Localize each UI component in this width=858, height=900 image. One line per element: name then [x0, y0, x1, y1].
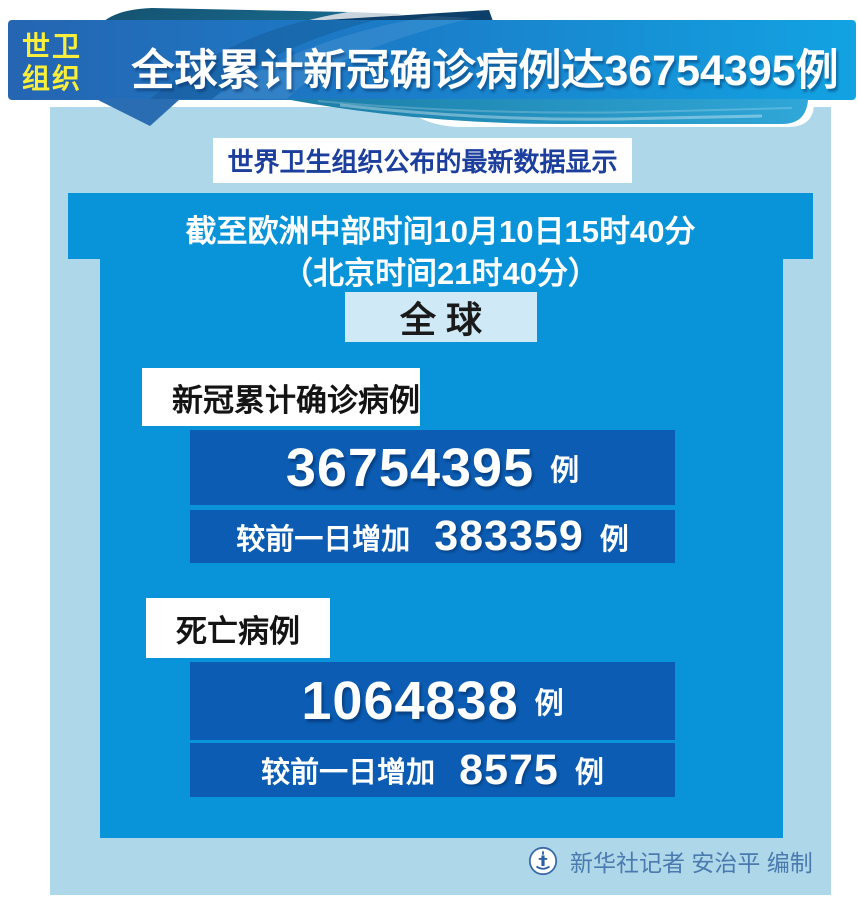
- deaths-total-box: 1064838 例: [190, 662, 675, 740]
- confirmed-daily-prefix: 较前一日增加: [236, 523, 411, 556]
- confirmed-total-value: 36754395: [285, 437, 535, 498]
- left-fold-triangle: [96, 99, 180, 126]
- datetime-line2: （北京时间21时40分）: [282, 256, 599, 291]
- page-title: 全球累计新冠确诊病例达36754395例: [131, 47, 839, 95]
- deaths-daily-box: 较前一日增加 8575 例: [190, 743, 675, 797]
- azure-panel-top-band: [68, 193, 813, 259]
- confirmed-cases-label: 新冠累计确诊病例: [142, 368, 420, 426]
- confirmed-total-unit: 例: [550, 454, 580, 487]
- lower-swoosh: [285, 99, 808, 124]
- region-label: 全 球: [345, 292, 537, 342]
- deaths-daily-unit: 例: [574, 757, 604, 789]
- deaths-total-value: 1064838: [301, 671, 519, 731]
- xinhua-agency-logo-icon: [528, 846, 558, 876]
- intro-strip: 世界卫生组织公布的最新数据显示: [213, 138, 632, 183]
- confirmed-daily-value: 383359: [434, 512, 584, 560]
- who-badge-line2: 组织: [22, 63, 83, 95]
- confirmed-daily-box: 较前一日增加 383359 例: [190, 510, 675, 563]
- confirmed-total-box: 36754395 例: [190, 430, 675, 505]
- deaths-total-unit: 例: [534, 688, 564, 720]
- datetime-line1: 截至欧洲中部时间10月10日15时40分: [185, 214, 696, 249]
- header-bar: [8, 20, 856, 100]
- who-badge: 世卫 组织: [22, 31, 122, 95]
- confirmed-daily-unit: 例: [599, 523, 629, 556]
- footer-credit: 新华社记者 安治平 编制: [528, 844, 813, 878]
- header-ribbon-decoration: [8, 8, 856, 127]
- deaths-daily-prefix: 较前一日增加: [261, 757, 436, 789]
- who-badge-line1: 世卫: [22, 31, 83, 62]
- deaths-daily-value: 8575: [459, 745, 559, 794]
- death-cases-label: 死亡病例: [146, 598, 330, 658]
- footer-credit-text: 新华社记者 安治平 编制: [570, 850, 813, 876]
